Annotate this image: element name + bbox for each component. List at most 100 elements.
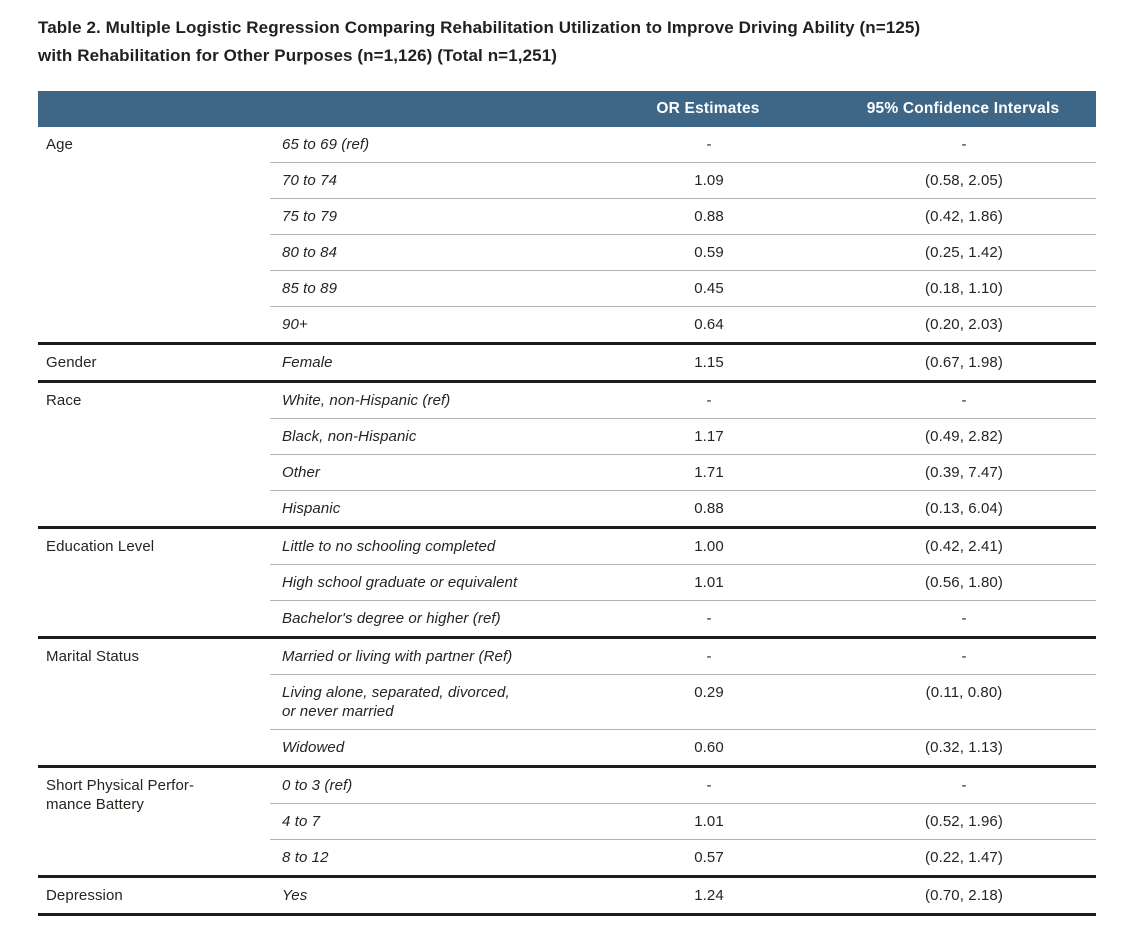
- table-row: High school graduate or equivalent 1.01 (0…: [38, 564, 1096, 601]
- category-cell: Age: [46, 136, 73, 153]
- confidence-interval-cell: (0.49, 2.82): [830, 418, 1096, 455]
- or-estimate-cell: 0.88: [586, 490, 830, 528]
- table-group: Gender Female 1.15 (0.67, 1.98): [38, 342, 1096, 382]
- or-estimate-cell: 0.60: [586, 729, 830, 767]
- subcategory-cell: Black, non-Hispanic: [270, 418, 586, 455]
- subcategory-cell: 70 to 74: [270, 162, 586, 199]
- table-row: Bachelor's degree or higher (ref) - -: [38, 600, 1096, 638]
- or-estimate-cell: 0.29: [586, 674, 830, 730]
- regression-table: OR Estimates 95% Confidence Intervals Ag…: [38, 91, 1096, 916]
- or-estimate-cell: 0.59: [586, 234, 830, 271]
- subcategory-cell: Little to no schooling completed: [270, 526, 586, 565]
- table-row: 90+ 0.64 (0.20, 2.03): [38, 306, 1096, 344]
- subcategory-cell: 0 to 3 (ref): [270, 765, 586, 804]
- or-estimate-cell: 1.01: [586, 564, 830, 601]
- confidence-interval-cell: (0.42, 1.86): [830, 198, 1096, 235]
- table-row: 80 to 84 0.59 (0.25, 1.42): [38, 234, 1096, 271]
- or-estimate-cell: 1.15: [586, 342, 830, 382]
- table-group: Education Level Little to no schooling co…: [38, 526, 1096, 638]
- table-title: Table 2. Multiple Logistic Regression Co…: [38, 18, 921, 65]
- col-header-subcategory: [270, 91, 586, 127]
- table-group: Depression Yes 1.24 (0.70, 2.18): [38, 875, 1096, 915]
- or-estimate-cell: -: [586, 380, 830, 419]
- subcategory-cell: Bachelor's degree or higher (ref): [270, 600, 586, 638]
- table-row: 85 to 89 0.45 (0.18, 1.10): [38, 270, 1096, 307]
- confidence-interval-cell: (0.32, 1.13): [830, 729, 1096, 767]
- category-cell: Short Physical Perfor- mance Battery: [38, 765, 270, 877]
- subcategory-cell: Yes: [270, 875, 586, 915]
- col-header-or-estimates: OR Estimates: [586, 91, 830, 127]
- or-estimate-cell: -: [706, 136, 712, 153]
- confidence-interval-cell: (0.56, 1.80): [830, 564, 1096, 601]
- subcategory-cell: 75 to 79: [270, 198, 586, 235]
- confidence-interval-cell: (0.42, 2.41): [830, 526, 1096, 565]
- or-estimate-cell: -: [586, 636, 830, 675]
- or-estimate-cell: 1.01: [586, 803, 830, 840]
- subcategory-cell: 8 to 12: [270, 839, 586, 877]
- or-estimate-cell: 0.64: [586, 306, 830, 344]
- confidence-interval-cell: (0.20, 2.03): [830, 306, 1096, 344]
- confidence-interval-cell: -: [830, 380, 1096, 419]
- subcategory-cell: Other: [270, 454, 586, 491]
- table-row: Short Physical Perfor- mance Battery 0 to…: [38, 765, 1096, 877]
- table-group: Race White, non-Hispanic (ref) - - Black, no…: [38, 380, 1096, 528]
- table-row: 8 to 12 0.57 (0.22, 1.47): [38, 839, 1096, 877]
- table-row: 4 to 7 1.01 (0.52, 1.96): [38, 803, 1096, 840]
- table-group: Short Physical Perfor- mance Battery 0 to…: [38, 765, 1096, 877]
- table-row: 70 to 74 1.09 (0.58, 2.05): [38, 162, 1096, 199]
- subcategory-cell: High school graduate or equivalent: [270, 564, 586, 601]
- subcategory-cell: Widowed: [270, 729, 586, 767]
- category-cell: Depression: [38, 875, 270, 915]
- table-group: Marital Status Married or living with par…: [38, 636, 1096, 767]
- table-row: Education Level Little to no schooling co…: [38, 526, 1096, 638]
- confidence-interval-cell: (0.52, 1.96): [830, 803, 1096, 840]
- or-estimate-cell: -: [586, 600, 830, 638]
- confidence-interval-cell: -: [830, 636, 1096, 675]
- confidence-interval-cell: (0.39, 7.47): [830, 454, 1096, 491]
- confidence-interval-cell: (0.25, 1.42): [830, 234, 1096, 271]
- confidence-interval-cell: (0.58, 2.05): [830, 162, 1096, 199]
- confidence-interval-cell: (0.70, 2.18): [830, 875, 1096, 915]
- table-row: Hispanic 0.88 (0.13, 6.04): [38, 490, 1096, 528]
- table-row: Race White, non-Hispanic (ref) - -: [38, 380, 1096, 528]
- table-header-row: OR Estimates 95% Confidence Intervals: [38, 91, 1096, 127]
- or-estimate-cell: 0.45: [586, 270, 830, 307]
- or-estimate-cell: 0.57: [586, 839, 830, 877]
- or-estimate-cell: 0.88: [586, 198, 830, 235]
- subcategory-cell: Female: [270, 342, 586, 382]
- subcategory-cell: Hispanic: [270, 490, 586, 528]
- category-cell: Race: [38, 380, 270, 528]
- subcategory-cell: 80 to 84: [270, 234, 586, 271]
- or-estimate-cell: 1.24: [586, 875, 830, 915]
- confidence-interval-cell: (0.13, 6.04): [830, 490, 1096, 528]
- category-cell: Gender: [38, 342, 270, 382]
- subcategory-cell: White, non-Hispanic (ref): [270, 380, 586, 419]
- confidence-interval-cell: (0.67, 1.98): [830, 342, 1096, 382]
- subcategory-cell: 85 to 89: [270, 270, 586, 307]
- table-group: Age 65 to 69 (ref) - - 70 to 74 1.09 (0.58, 2.…: [38, 127, 1096, 344]
- subcategory-cell: Married or living with partner (Ref): [270, 636, 586, 675]
- or-estimate-cell: 1.00: [586, 526, 830, 565]
- subcategory-cell: Living alone, separated, divorced, or ne…: [270, 674, 586, 730]
- subcategory-cell: 4 to 7: [270, 803, 586, 840]
- or-estimate-cell: 1.09: [586, 162, 830, 199]
- col-header-category: [38, 91, 270, 127]
- category-cell: Education Level: [38, 526, 270, 638]
- confidence-interval-cell: (0.18, 1.10): [830, 270, 1096, 307]
- or-estimate-cell: 1.71: [586, 454, 830, 491]
- table-row: Age 65 to 69 (ref) - -: [38, 127, 1096, 163]
- table-row: Widowed 0.60 (0.32, 1.13): [38, 729, 1096, 767]
- confidence-interval-cell: (0.11, 0.80): [830, 674, 1096, 730]
- table-row: Other 1.71 (0.39, 7.47): [38, 454, 1096, 491]
- table-row: 75 to 79 0.88 (0.42, 1.86): [38, 198, 1096, 235]
- confidence-interval-cell: (0.22, 1.47): [830, 839, 1096, 877]
- subcategory-cell: 90+: [270, 306, 586, 344]
- or-estimate-cell: -: [586, 765, 830, 804]
- confidence-interval-cell: -: [830, 600, 1096, 638]
- table-row: Depression Yes 1.24 (0.70, 2.18): [38, 875, 1096, 915]
- category-cell: Marital Status: [38, 636, 270, 767]
- table-row: Gender Female 1.15 (0.67, 1.98): [38, 342, 1096, 382]
- table-row: Black, non-Hispanic 1.17 (0.49, 2.82): [38, 418, 1096, 455]
- confidence-interval-cell: -: [961, 136, 967, 153]
